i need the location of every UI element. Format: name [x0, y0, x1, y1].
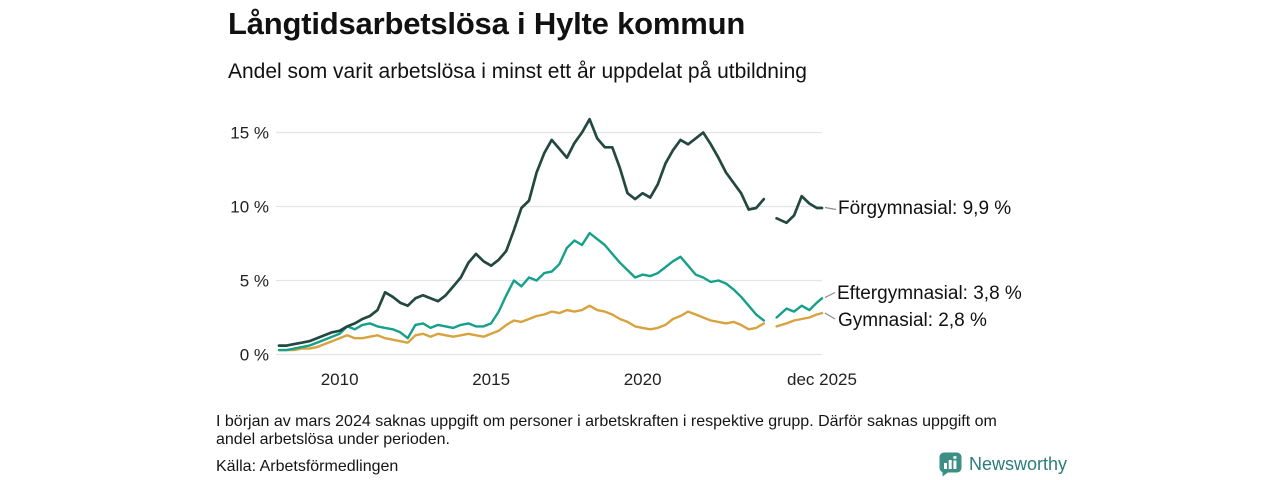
newsworthy-logo-icon [939, 452, 962, 477]
chart-title: Långtidsarbetslösa i Hylte kommun [228, 6, 746, 41]
footnote-line-1: I början av mars 2024 saknas uppgift om … [216, 413, 997, 430]
x-axis-tick-label: dec 2025 [787, 370, 857, 389]
y-axis-labels: 0 % 5 % 10 % 15 % [230, 124, 269, 365]
series-line-gymnasial [277, 304, 824, 352]
footnote-line-2: andel arbetslösa under perioden. [216, 430, 450, 448]
series-end-label-eftergymnasial: Eftergymnasial: 3,8 % [837, 283, 1022, 304]
newsworthy-brand: Newsworthy [939, 452, 1067, 477]
x-axis-tick-label: 2010 [321, 370, 359, 389]
series-line-forgymnasial [277, 117, 824, 347]
series-line-eftergymnasial [277, 231, 824, 352]
series-lines [277, 117, 824, 352]
x-axis-labels: 2010 2015 2020 dec 2025 [321, 370, 857, 389]
connector-eftergymnasial [824, 291, 836, 299]
gridlines [276, 131, 822, 356]
chart-subtitle: Andel som varit arbetslösa i minst ett å… [228, 60, 807, 83]
source-note: Källa: Arbetsförmedlingen [216, 458, 399, 475]
end-label-connectors [824, 206, 837, 320]
footnote: I början av mars 2024 saknas uppgift om … [216, 413, 997, 448]
connector-forgymnasial [824, 206, 837, 211]
y-axis-tick-label: 5 % [240, 272, 269, 291]
y-axis-tick-label: 0 % [240, 346, 269, 365]
x-axis-tick-label: 2020 [624, 370, 662, 389]
y-axis-tick-label: 10 % [230, 198, 269, 217]
series-end-label-gymnasial: Gymnasial: 2,8 % [838, 310, 987, 331]
x-axis-tick-label: 2015 [472, 370, 510, 389]
newsworthy-brand-name: Newsworthy [969, 454, 1068, 474]
y-axis-tick-label: 15 % [230, 124, 269, 143]
series-end-label-forgymnasial: Förgymnasial: 9,9 % [838, 198, 1012, 219]
connector-gymnasial [824, 312, 836, 320]
